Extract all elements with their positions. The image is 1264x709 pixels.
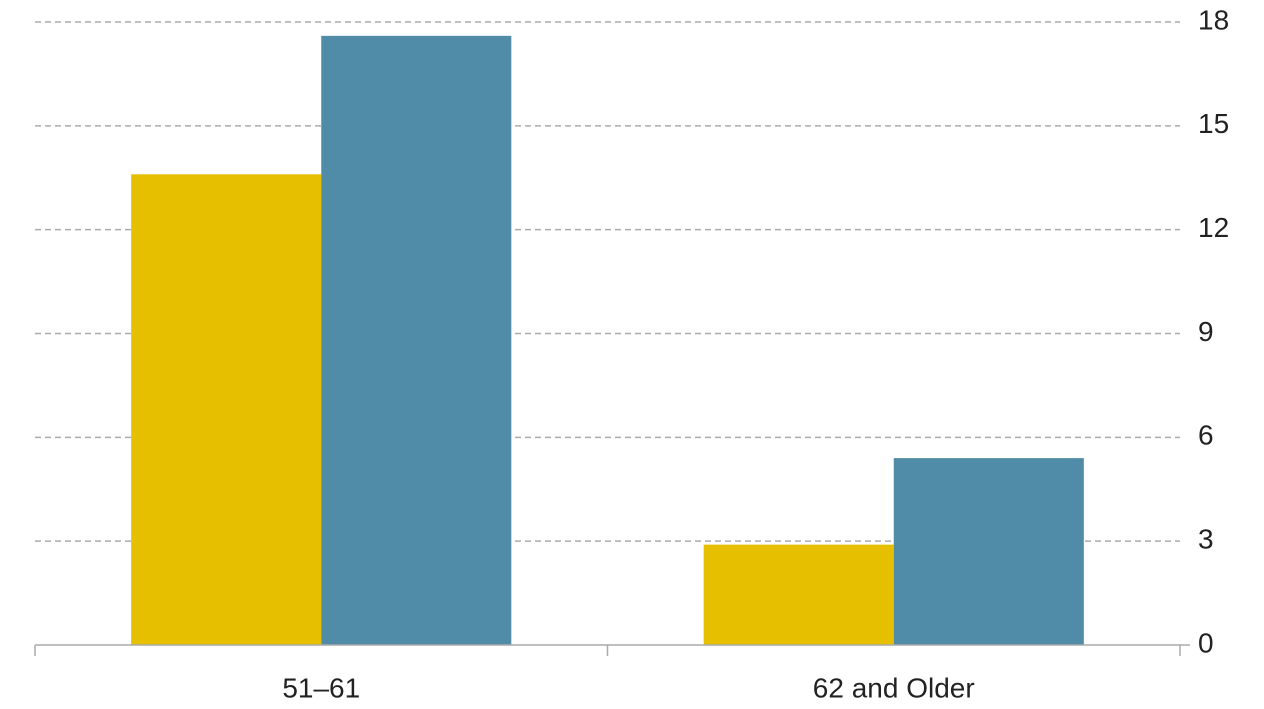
y-tick-label: 6 bbox=[1198, 420, 1214, 451]
bar bbox=[703, 544, 894, 645]
y-tick-label: 3 bbox=[1198, 524, 1214, 555]
y-tick-label: 18 bbox=[1198, 4, 1229, 35]
y-tick-label: 15 bbox=[1198, 108, 1229, 139]
bar bbox=[893, 458, 1084, 645]
x-tick-label: 62 and Older bbox=[813, 672, 975, 703]
y-tick-label: 9 bbox=[1198, 316, 1214, 347]
bar bbox=[131, 174, 322, 646]
x-tick-label: 51–61 bbox=[282, 672, 360, 703]
y-tick-label: 0 bbox=[1198, 627, 1214, 658]
y-tick-label: 12 bbox=[1198, 212, 1229, 243]
bar bbox=[321, 35, 512, 646]
